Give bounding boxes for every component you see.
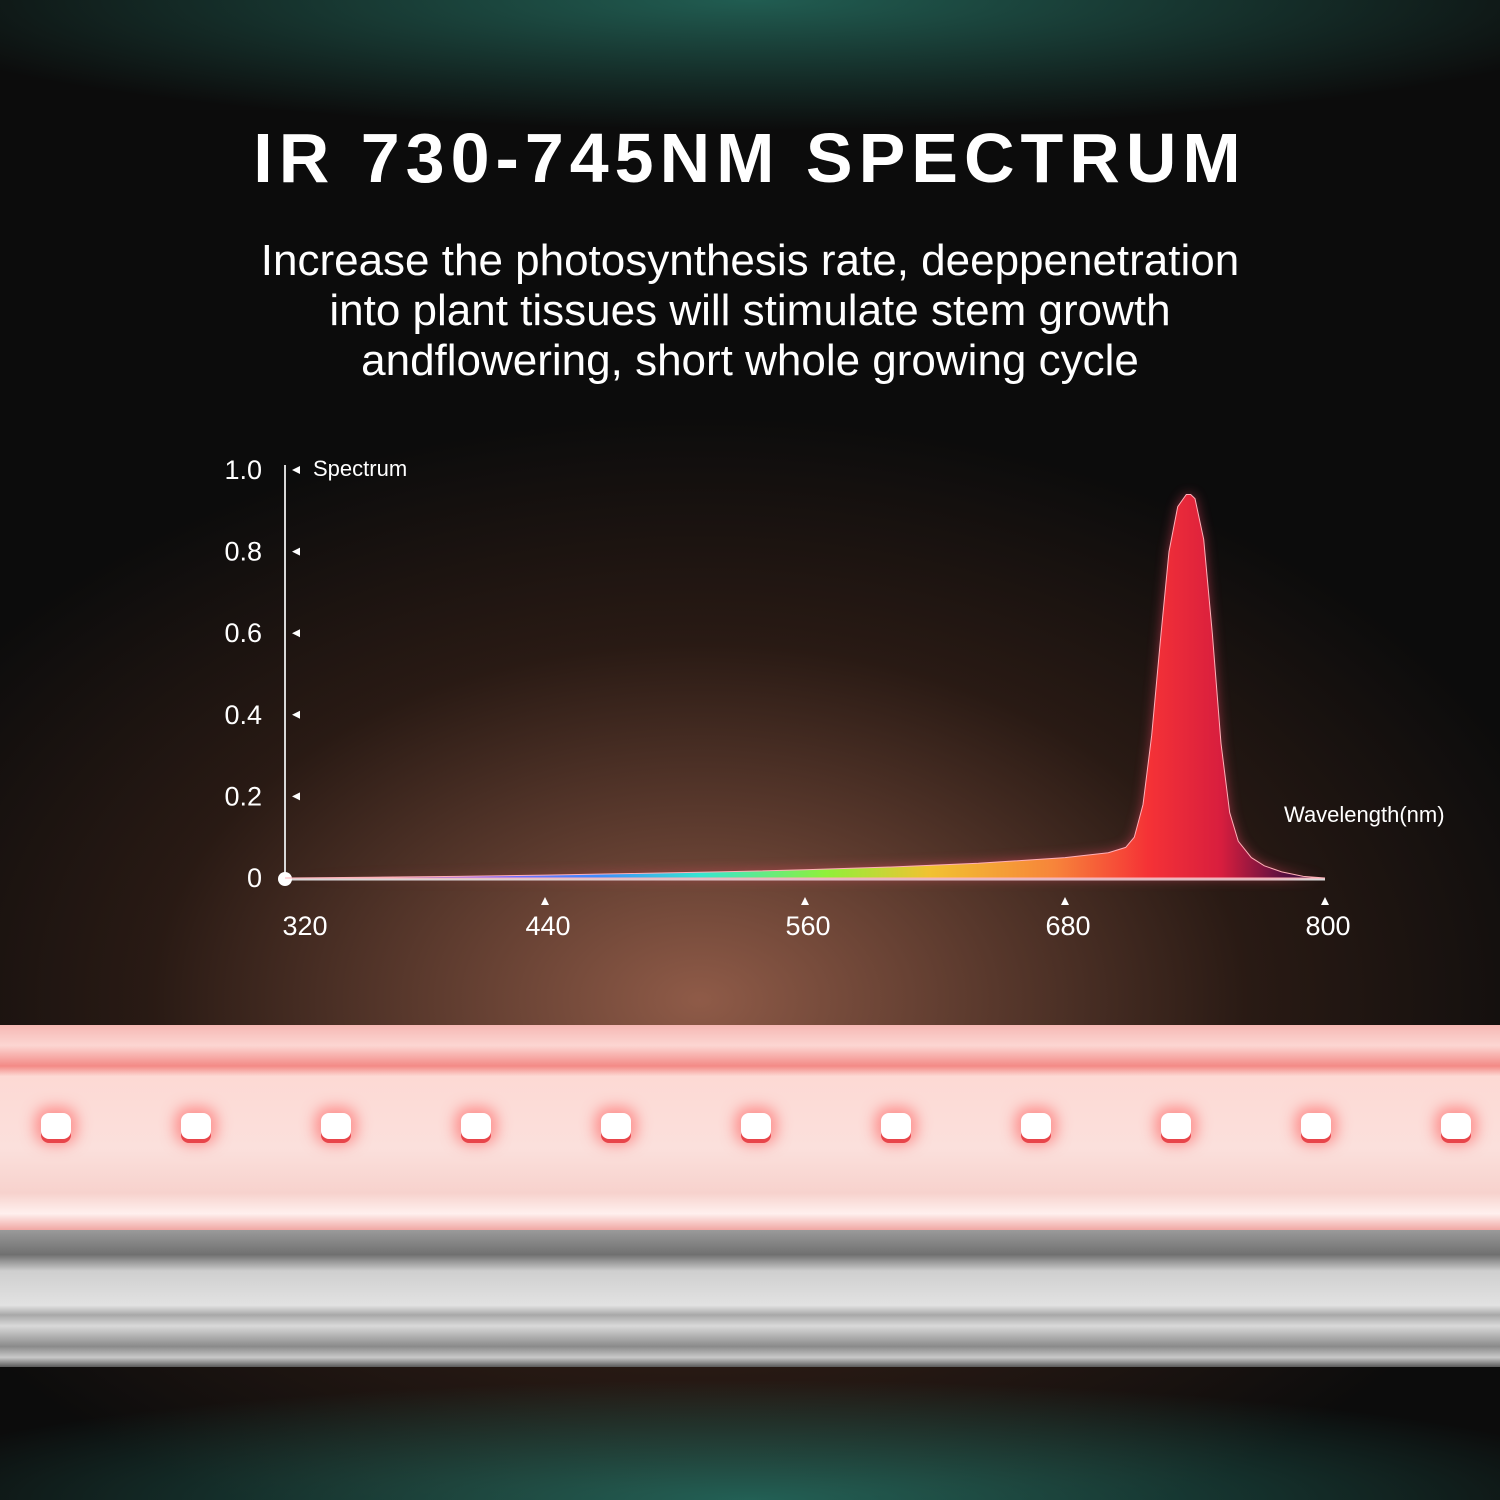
led-chip — [41, 1113, 71, 1139]
x-tick-label: 800 — [1305, 911, 1350, 941]
y-tick-label: 0 — [247, 863, 262, 893]
y-tick-marker — [292, 710, 300, 719]
y-tick-label: 0.4 — [224, 700, 262, 730]
y-tick-marker — [292, 547, 300, 556]
y-tick-label: 1.0 — [224, 455, 262, 485]
x-tick-marker — [1321, 897, 1329, 905]
x-tick-label: 680 — [1045, 911, 1090, 941]
page-title: IR 730-745NM SPECTRUM — [253, 119, 1247, 197]
x-tick-label: 560 — [785, 911, 830, 941]
x-tick-marker — [1061, 897, 1069, 905]
spectrum-area — [284, 494, 1326, 879]
y-tick-label: 0.8 — [224, 537, 262, 567]
subtitle: Increase the photosynthesis rate, deeppe… — [0, 236, 1500, 386]
led-chip — [1161, 1113, 1191, 1139]
led-chip — [1441, 1113, 1471, 1139]
y-tick-marker — [292, 629, 300, 638]
subtitle-line-1: Increase the photosynthesis rate, deeppe… — [260, 236, 1240, 285]
x-tick-label: 440 — [525, 911, 570, 941]
x-axis-label: Wavelength(nm) — [1284, 802, 1445, 827]
subtitle-line-2: into plant tissues will stimulate stem g… — [329, 286, 1171, 335]
led-chip — [601, 1113, 631, 1139]
spectrum-chart: 0 0.2 0.4 0.6 0.8 1.0 320 440 560 680 800 Spectru… — [224, 455, 1445, 941]
x-tick-label: 320 — [282, 911, 327, 941]
led-chip — [1301, 1113, 1331, 1139]
y-tick-marker — [292, 466, 300, 474]
led-chip — [1021, 1113, 1051, 1139]
y-axis-label: Spectrum — [313, 456, 407, 481]
y-tick-marker — [292, 792, 300, 801]
y-tick-label: 0.6 — [224, 618, 262, 648]
x-tick-marker — [801, 897, 809, 905]
x-tick-marker — [541, 897, 549, 905]
subtitle-line-3: andflowering, short whole growing cycle — [361, 336, 1139, 385]
origin-dot — [278, 872, 292, 886]
led-chip — [741, 1113, 771, 1139]
led-chip — [881, 1113, 911, 1139]
y-tick-label: 0.2 — [224, 781, 262, 811]
led-chip — [181, 1113, 211, 1139]
led-chip — [461, 1113, 491, 1139]
led-chip — [321, 1113, 351, 1139]
aluminum-housing — [0, 1230, 1500, 1367]
